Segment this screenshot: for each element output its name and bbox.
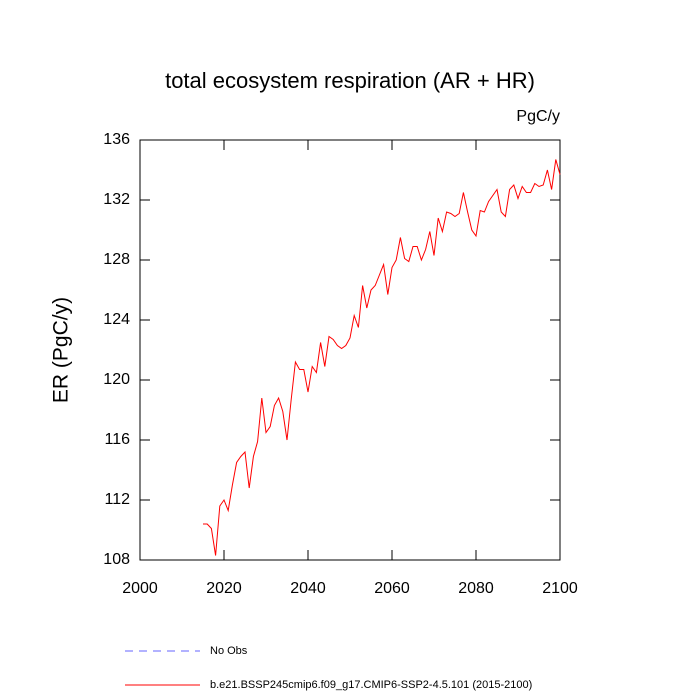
x-tick-label: 2060 <box>374 580 410 597</box>
y-tick-label: 136 <box>103 131 130 148</box>
x-tick-label: 2020 <box>206 580 242 597</box>
x-tick-label: 2100 <box>542 580 578 597</box>
y-tick-label: 132 <box>103 191 130 208</box>
y-tick-label: 112 <box>104 491 130 508</box>
y-axis-label: ER (PgC/y) <box>50 297 73 403</box>
legend-label: No Obs <box>210 645 248 657</box>
chart-title: total ecosystem respiration (AR + HR) <box>165 68 535 93</box>
units-label: PgC/y <box>516 108 560 125</box>
data-line <box>203 159 561 556</box>
y-tick-label: 120 <box>103 371 130 388</box>
y-tick-label: 128 <box>103 251 130 268</box>
legend-label: b.e21.BSSP245cmip6.f09_g17.CMIP6-SSP2-4.… <box>210 679 532 691</box>
x-tick-label: 2000 <box>122 580 158 597</box>
y-tick-label: 116 <box>104 431 130 448</box>
y-tick-label: 108 <box>103 551 130 568</box>
x-tick-label: 2080 <box>458 580 494 597</box>
plot-frame <box>139 139 561 561</box>
x-tick-label: 2040 <box>290 580 326 597</box>
y-tick-label: 124 <box>103 311 130 328</box>
